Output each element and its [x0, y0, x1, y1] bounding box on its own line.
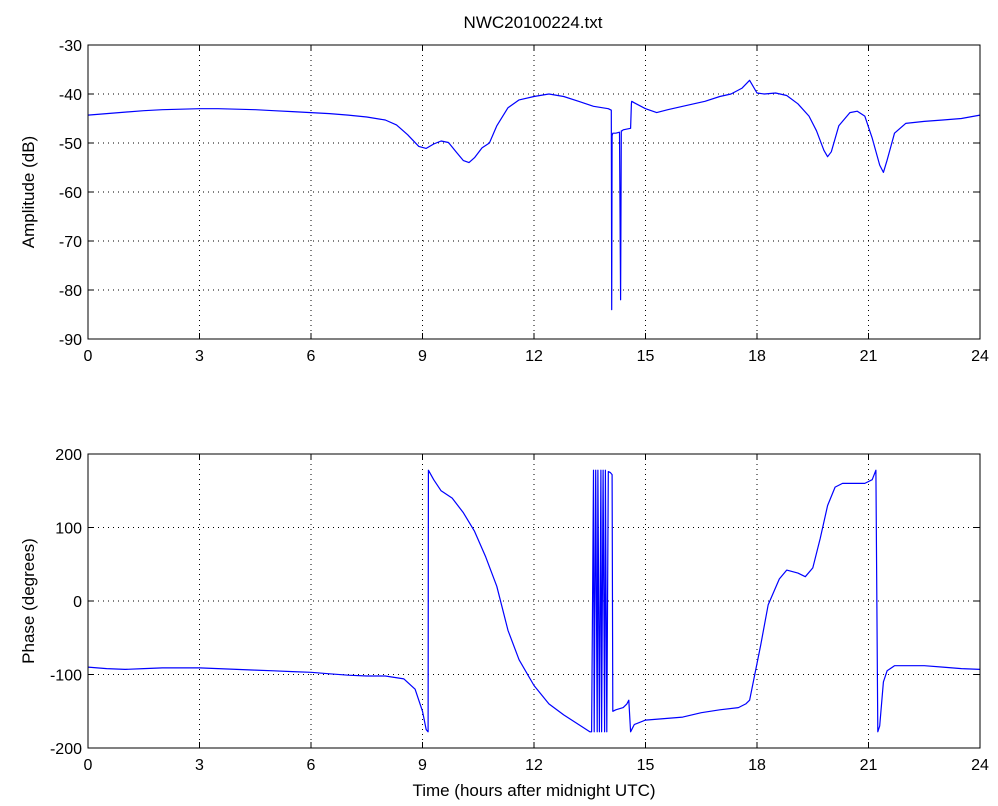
amplitude-series-line-0 — [87, 79, 981, 311]
phase-series-line-0 — [87, 469, 981, 733]
chart-title: NWC20100224.txt — [464, 13, 603, 32]
amplitude-x-tick-label-2: 6 — [307, 348, 316, 365]
amplitude-y-tick-label-1: -80 — [59, 283, 82, 300]
amplitude-x-tick-label-7: 21 — [860, 348, 878, 365]
phase-x-tick-label-6: 18 — [748, 757, 766, 774]
amplitude-y-tick-label-6: -30 — [59, 38, 82, 55]
phase-x-tick-label-5: 15 — [637, 757, 655, 774]
amplitude-x-tick-label-6: 18 — [748, 348, 766, 365]
phase-x-tick-label-7: 21 — [860, 757, 878, 774]
amplitude-y-tick-label-5: -40 — [59, 87, 82, 104]
phase-y-tick-label-1: -100 — [50, 668, 82, 685]
phase-y-tick-label-2: 0 — [73, 594, 82, 611]
amplitude-x-tick-label-5: 15 — [637, 348, 655, 365]
amplitude-x-tick-label-4: 12 — [525, 348, 543, 365]
amplitude-axes: 0 3 6 9 12 15 18 21 24 -90 -80 -70 -60 -50 -40 -30 Ampli… — [19, 38, 989, 365]
amplitude-y-axis-label: Amplitude (dB) — [19, 136, 38, 248]
phase-y-tick-label-3: 100 — [55, 521, 82, 538]
phase-x-tick-label-4: 12 — [525, 757, 543, 774]
amplitude-y-tick-label-4: -50 — [59, 136, 82, 153]
amplitude-y-tick-label-0: -90 — [59, 332, 82, 349]
amplitude-y-tick-label-2: -70 — [59, 234, 82, 251]
amplitude-x-tick-label-3: 9 — [418, 348, 427, 365]
phase-x-tick-label-0: 0 — [84, 757, 93, 774]
amplitude-x-tick-label-0: 0 — [84, 348, 93, 365]
phase-y-tick-label-4: 200 — [55, 447, 82, 464]
amplitude-x-tick-label-8: 24 — [971, 348, 989, 365]
phase-x-tick-label-2: 6 — [307, 757, 316, 774]
phase-x-tick-label-8: 24 — [971, 757, 989, 774]
amplitude-y-tick-label-3: -60 — [59, 185, 82, 202]
phase-x-tick-label-3: 9 — [418, 757, 427, 774]
phase-y-tick-label-0: -200 — [50, 741, 82, 758]
amplitude-x-tick-label-1: 3 — [195, 348, 204, 365]
phase-axes: 0 3 6 9 12 15 18 21 24 -200 -100 0 100 200 Phase (degr… — [19, 447, 989, 800]
phase-y-axis-label: Phase (degrees) — [19, 538, 38, 664]
phase-x-axis-label: Time (hours after midnight UTC) — [412, 781, 655, 800]
phase-x-tick-label-1: 3 — [195, 757, 204, 774]
